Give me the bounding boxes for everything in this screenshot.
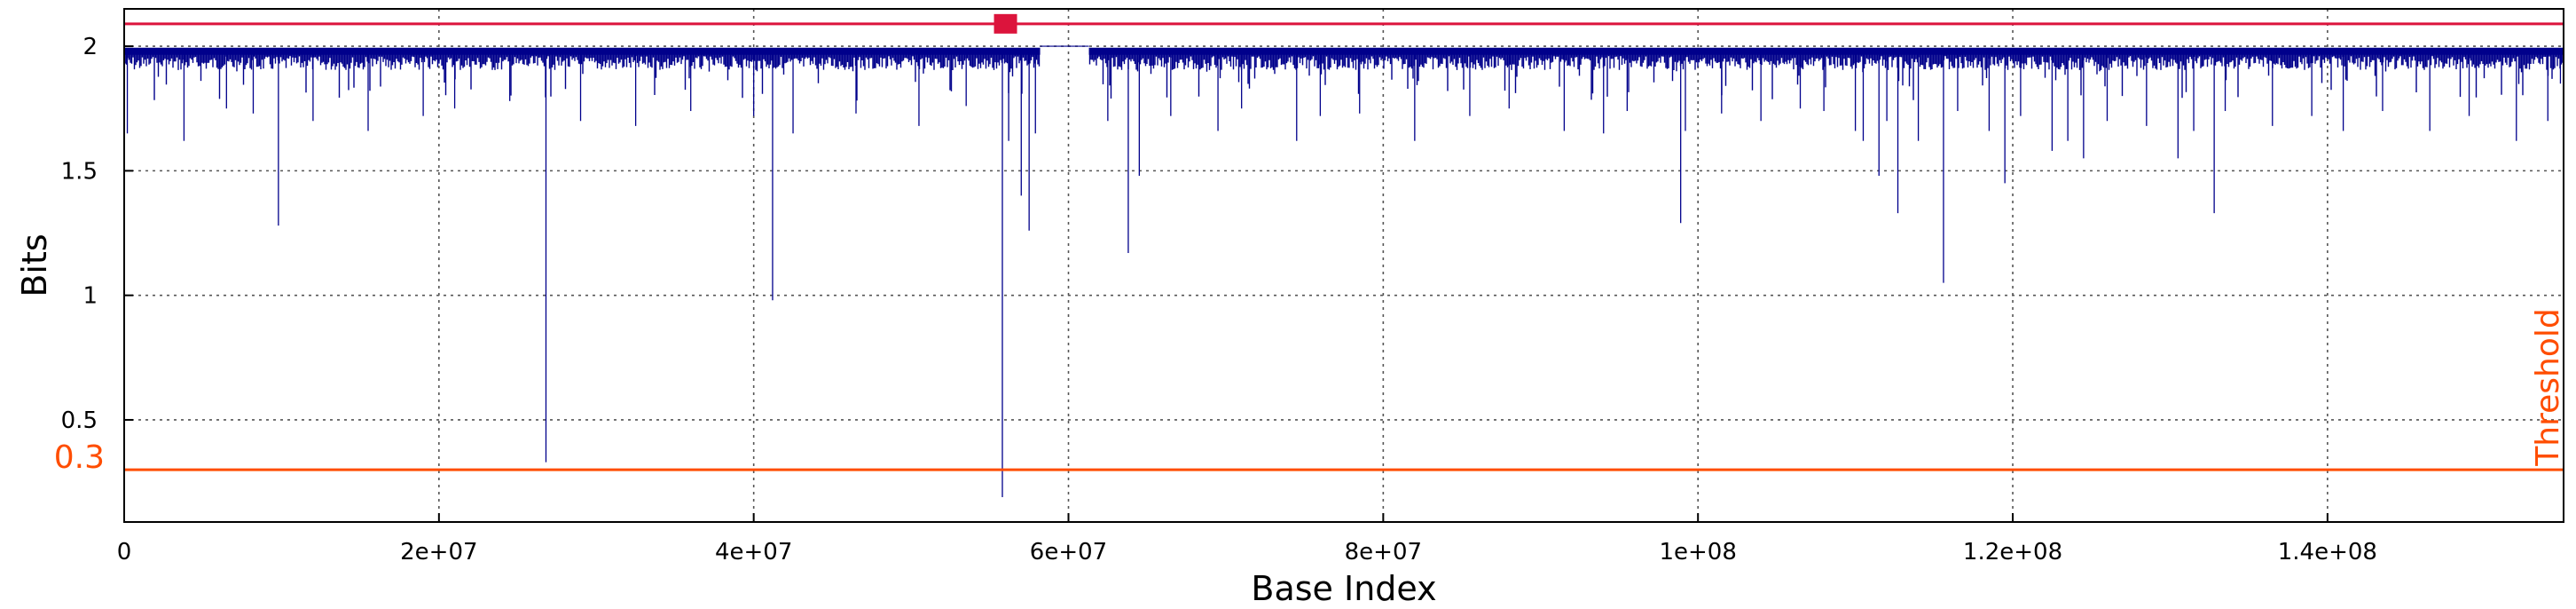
series-layer bbox=[124, 45, 2564, 497]
x-axis-title: Base Index bbox=[1251, 569, 1436, 608]
plot-frame bbox=[123, 8, 2564, 523]
x-tick-label: 1.4e+08 bbox=[2278, 539, 2377, 566]
threshold-value-label: 0.3 bbox=[54, 439, 105, 476]
x-tick-label: 0 bbox=[117, 539, 132, 566]
y-axis-title: Bits bbox=[15, 233, 54, 297]
y-tick-label: 2 bbox=[82, 34, 98, 60]
x-tick-label: 1.2e+08 bbox=[1963, 539, 2062, 566]
tick-layer: 0 2e+07 4e+07 6e+07 8e+07 1e+08 1.2e+08 1.4e+08… bbox=[61, 34, 2377, 566]
x-tick-label: 4e+07 bbox=[715, 539, 792, 566]
threshold-label: Threshold bbox=[2530, 308, 2566, 466]
x-tick-label: 8e+07 bbox=[1345, 539, 1422, 566]
series-noise-band bbox=[124, 50, 2564, 101]
grid-layer bbox=[124, 9, 2564, 522]
x-tick-label: 6e+07 bbox=[1030, 539, 1107, 566]
y-tick-label: 0.5 bbox=[61, 407, 98, 434]
marker-square bbox=[993, 13, 1017, 34]
x-tick-label: 1e+08 bbox=[1659, 539, 1736, 566]
x-tick-label: 2e+07 bbox=[400, 539, 477, 566]
reference-lines bbox=[124, 13, 2564, 471]
y-tick-label: 1 bbox=[82, 283, 98, 310]
y-tick-label: 1.5 bbox=[61, 158, 98, 185]
